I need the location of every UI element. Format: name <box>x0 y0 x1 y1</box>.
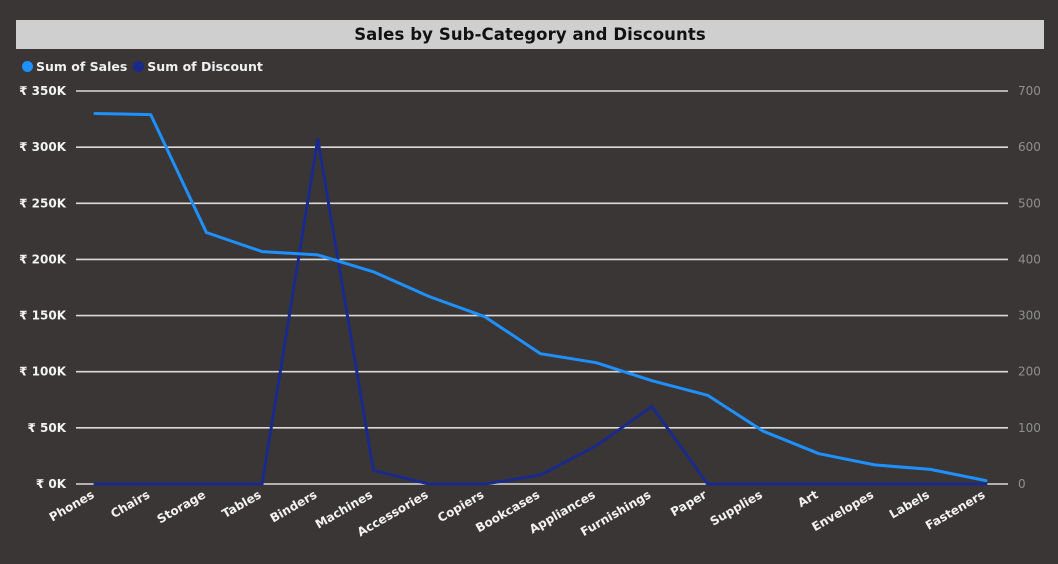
x-tick-label: Supplies <box>708 487 765 528</box>
y-right-tick-label: 300 <box>1018 309 1041 323</box>
y-left-tick-label: ₹ 0K <box>36 477 67 491</box>
series-line-sales <box>93 112 988 483</box>
x-tick-label: Tables <box>220 487 264 520</box>
y-right-tick-label: 500 <box>1018 196 1041 210</box>
legend-item-discount[interactable]: Sum of Discount <box>133 59 263 74</box>
chart-title: Sales by Sub-Category and Discounts <box>354 25 706 44</box>
y-left-tick-label: ₹ 350K <box>19 84 67 98</box>
x-tick-label: Binders <box>268 487 320 525</box>
y-right-tick-label: 100 <box>1018 421 1041 435</box>
x-tick-label: Art <box>795 487 820 510</box>
x-tick-label: Labels <box>887 487 932 521</box>
x-tick-label: Fasteners <box>923 487 987 532</box>
y-left-tick-label: ₹ 50K <box>27 421 66 435</box>
legend-label-sales: Sum of Sales <box>36 59 128 74</box>
x-tick-label: Chairs <box>108 487 152 520</box>
x-tick-label: Phones <box>47 487 97 524</box>
legend-marker-discount <box>133 61 145 72</box>
y-left-tick-label: ₹ 150K <box>19 309 67 323</box>
legend-marker-sales <box>22 61 33 72</box>
y-left-tick-label: ₹ 100K <box>19 365 67 379</box>
y-right-tick-label: 600 <box>1018 140 1041 154</box>
legend: Sum of Sales Sum of Discount <box>22 59 269 74</box>
y-right-tick-label: 0 <box>1018 477 1026 491</box>
chart-title-bar: Sales by Sub-Category and Discounts <box>16 20 1044 49</box>
y-left-tick-label: ₹ 200K <box>19 252 67 266</box>
x-tick-label: Paper <box>668 487 709 519</box>
x-tick-label: Envelopes <box>809 487 876 534</box>
y-right-tick-label: 700 <box>1018 84 1041 98</box>
series-line-discount <box>93 137 988 486</box>
y-left-tick-label: ₹ 250K <box>19 196 67 210</box>
legend-item-sales[interactable]: Sum of Sales <box>22 59 127 74</box>
x-tick-label: Storage <box>155 487 208 526</box>
legend-label-discount: Sum of Discount <box>147 59 263 74</box>
y-right-tick-label: 200 <box>1018 365 1041 379</box>
y-right-tick-label: 400 <box>1018 252 1041 266</box>
y-left-tick-label: ₹ 300K <box>19 140 67 154</box>
